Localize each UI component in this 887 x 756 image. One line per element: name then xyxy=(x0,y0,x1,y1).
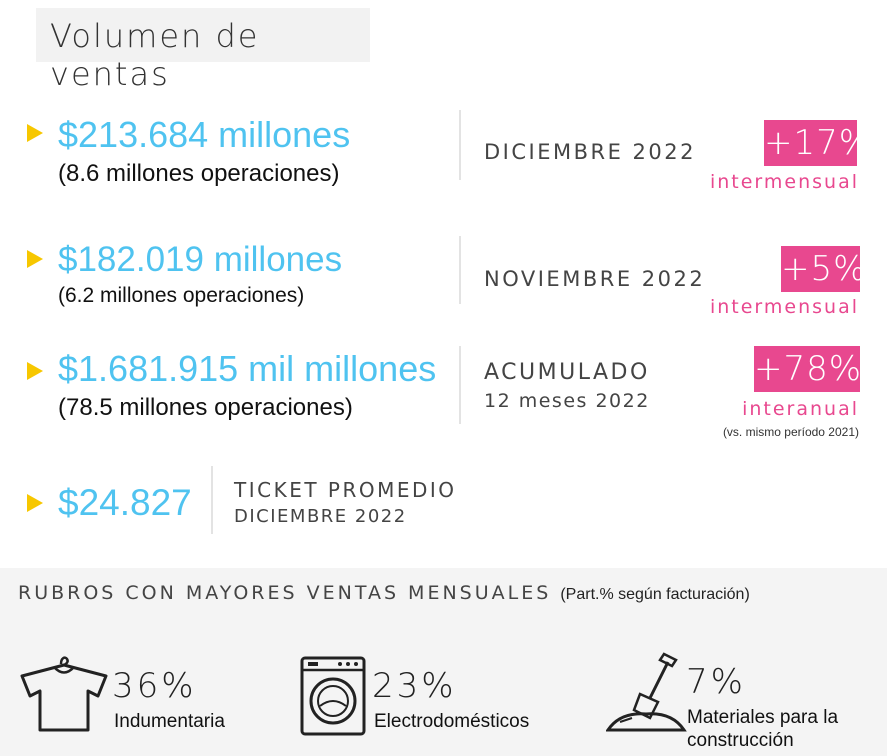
ticket-row: $24.827 TICKET PROMEDIO DICIEMBRE 2022 xyxy=(0,466,887,536)
change-badge: +17% xyxy=(764,120,871,166)
title-box: Volumen de ventas xyxy=(36,8,370,93)
divider xyxy=(459,110,461,180)
tshirt-icon xyxy=(20,656,108,732)
bullet-arrow-icon xyxy=(27,362,43,380)
rubros-title: RUBROS CON MAYORES VENTAS MENSUALES (Par… xyxy=(18,582,750,604)
sales-amount: $1.681.915 mil millones xyxy=(58,348,437,389)
sales-row-accumulated: $1.681.915 mil millones (78.5 millones o… xyxy=(0,344,887,449)
sales-row-november: $182.019 millones (6.2 millones operacio… xyxy=(0,236,887,326)
sales-operations: (8.6 millones operaciones) xyxy=(58,160,340,187)
rubros-section: RUBROS CON MAYORES VENTAS MENSUALES (Par… xyxy=(0,568,887,756)
sales-amount: $182.019 millones xyxy=(58,240,343,279)
rubros-title-text: RUBROS CON MAYORES VENTAS MENSUALES xyxy=(18,582,552,604)
category-name: Materiales para la construcción xyxy=(687,707,839,751)
change-badge: +78% xyxy=(754,346,861,392)
category-pct: 36% xyxy=(112,666,197,706)
sales-amount: $213.684 millones xyxy=(58,114,351,155)
sales-period: NOVIEMBRE 2022 xyxy=(484,267,706,291)
page-title: Volumen de ventas xyxy=(50,17,260,93)
category-pct: 7% xyxy=(686,662,746,702)
sales-period-sub: 12 meses 2022 xyxy=(484,390,650,412)
sales-row-december: $213.684 millones (8.6 millones operacio… xyxy=(0,110,887,200)
sales-operations: (78.5 millones operaciones) xyxy=(58,394,353,421)
category-name: Indumentaria xyxy=(114,711,225,732)
category-pct: 23% xyxy=(372,666,457,706)
washing-machine-icon xyxy=(300,656,366,736)
bullet-arrow-icon xyxy=(27,250,43,268)
change-label: interanual xyxy=(742,398,859,420)
divider xyxy=(211,466,213,534)
ticket-amount: $24.827 xyxy=(58,482,192,523)
change-label: intermensual xyxy=(709,171,859,193)
rubros-subtitle: (Part.% según facturación) xyxy=(560,586,750,603)
comparison-note: (vs. mismo período 2021) xyxy=(722,425,859,439)
change-label: intermensual xyxy=(709,296,859,318)
sales-operations: (6.2 millones operaciones) xyxy=(58,284,305,307)
sales-period: ACUMULADO xyxy=(484,360,650,385)
shovel-icon xyxy=(606,652,687,732)
ticket-period: DICIEMBRE 2022 xyxy=(234,506,407,527)
category-name: Electrodomésticos xyxy=(374,711,530,732)
change-badge: +5% xyxy=(781,246,865,292)
divider xyxy=(459,236,461,304)
bullet-arrow-icon xyxy=(27,494,43,512)
bullet-arrow-icon xyxy=(27,124,43,142)
divider xyxy=(459,346,461,424)
sales-period: DICIEMBRE 2022 xyxy=(484,140,696,164)
ticket-label: TICKET PROMEDIO xyxy=(234,478,457,502)
